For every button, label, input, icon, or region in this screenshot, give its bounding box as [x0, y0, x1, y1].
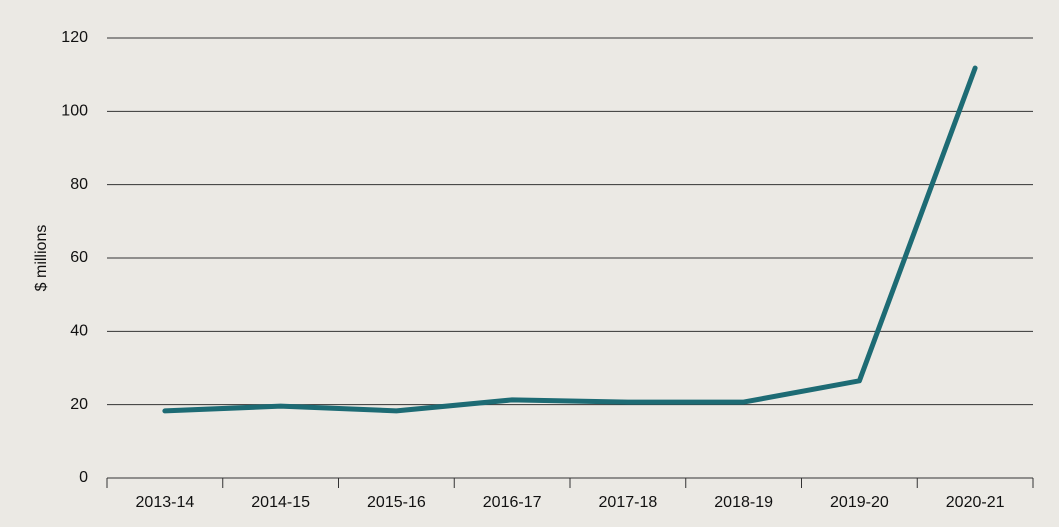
line	[162, 65, 978, 414]
x-tick-label: 2014-15	[251, 494, 310, 511]
x-tick-label: 2013-14	[136, 494, 195, 511]
x-tick-label: 2019-20	[830, 494, 889, 511]
y-tick-label: 20	[70, 396, 88, 413]
x-tick-label: 2015-16	[367, 494, 426, 511]
x-tick-label: 2020-21	[946, 494, 1005, 511]
x-tick-label: 2016-17	[483, 494, 542, 511]
y-tick-label: 60	[70, 249, 88, 266]
x-tick-label: 2018-19	[714, 494, 773, 511]
y-tick-label: 40	[70, 323, 88, 340]
y-tick-label: 120	[61, 29, 88, 46]
y-axis-label: $ millions	[33, 225, 50, 292]
y-tick-label: 0	[79, 469, 88, 486]
y-tick-label: 80	[70, 176, 88, 193]
y-tick-label: 100	[61, 103, 88, 120]
x-tick-label: 2017-18	[599, 494, 658, 511]
